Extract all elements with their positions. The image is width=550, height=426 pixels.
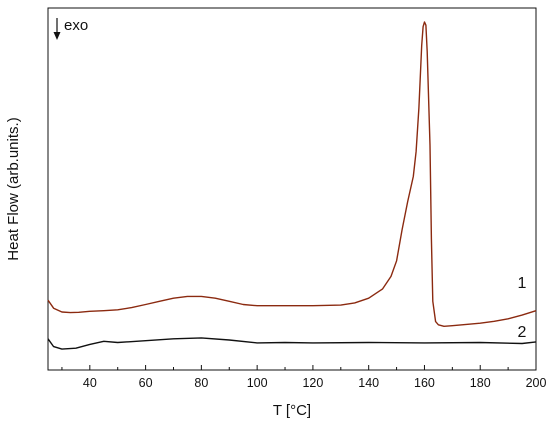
curve-label-2: 2	[518, 324, 527, 341]
curve-label-1: 1	[518, 275, 527, 292]
series-line-1	[47, 21, 537, 327]
curve-labels-layer: 12	[518, 275, 527, 341]
x-axis-title: T [°C]	[273, 402, 311, 419]
plot-frame	[47, 7, 537, 371]
x-tick-label-120: 120	[302, 376, 323, 390]
x-ticks-layer: 40 60 80 100 120 140 160 180 200	[61, 365, 547, 390]
exo-label: exo	[64, 17, 88, 34]
x-tick-label-60: 60	[139, 376, 153, 390]
curves-layer	[47, 21, 537, 350]
x-tick-label-160: 160	[414, 376, 435, 390]
x-tick-label-200: 200	[526, 376, 547, 390]
y-axis-title: Heat Flow (arb.units.)	[5, 117, 22, 260]
x-tick-label-140: 140	[358, 376, 379, 390]
exo-arrow-head	[53, 32, 61, 40]
x-tick-label-100: 100	[247, 376, 268, 390]
x-tick-label-180: 180	[470, 376, 491, 390]
x-tick-label-80: 80	[194, 376, 208, 390]
x-tick-label-40: 40	[83, 376, 97, 390]
series-line-2	[47, 337, 537, 350]
exo-annotation: exo	[53, 17, 88, 40]
